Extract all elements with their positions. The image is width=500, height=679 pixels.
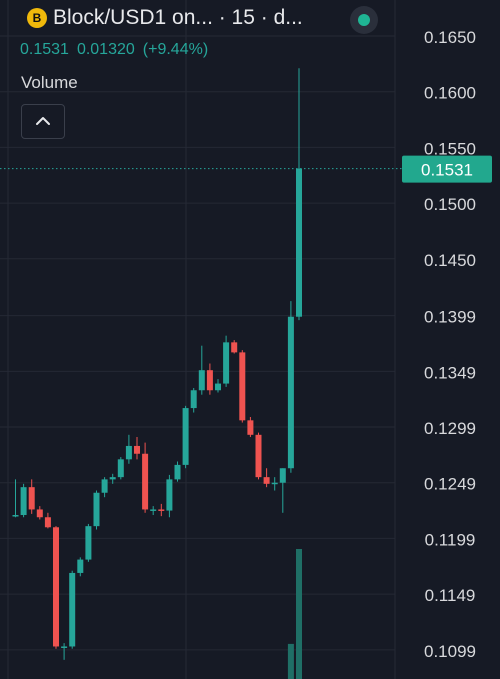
candle-body <box>117 459 124 478</box>
candle-body <box>239 352 246 421</box>
chevron-up-icon <box>36 117 50 125</box>
price-tick-label: 0.1249 <box>424 475 476 494</box>
candle-body <box>279 468 286 483</box>
candle-body <box>36 509 43 518</box>
volume-collapse-button[interactable] <box>21 104 65 139</box>
price-tick-label: 0.1650 <box>424 28 476 47</box>
candle-body <box>174 464 181 480</box>
last-price-tag <box>402 155 492 183</box>
candle-body <box>12 515 19 517</box>
candle-body <box>101 479 108 493</box>
candle-body <box>296 168 302 317</box>
candle-body <box>166 479 173 511</box>
price-tick-label: 0.1299 <box>424 419 476 438</box>
price-tick-label: 0.1399 <box>424 308 476 327</box>
candle-body <box>53 527 59 647</box>
candle-body <box>85 526 92 560</box>
candle-body <box>215 383 221 391</box>
volume-label: Volume <box>21 73 78 92</box>
candle-body <box>271 482 278 485</box>
candle-body <box>247 420 254 435</box>
chart-title[interactable]: Block/USD1 on... · 15 · d... <box>53 6 303 29</box>
price-tick-label: 0.1600 <box>424 84 476 103</box>
candle-body <box>61 646 68 648</box>
candle-body <box>69 572 76 647</box>
price-change-percent: (+9.44%) <box>142 41 209 58</box>
candle-body <box>190 390 197 409</box>
candle-body <box>198 370 205 391</box>
candle-body <box>255 434 262 478</box>
candle-body <box>287 316 294 469</box>
candle-body <box>150 509 157 511</box>
price-tick-label: 0.1199 <box>425 530 476 549</box>
token-logo-icon: B <box>27 8 47 28</box>
volume-bar <box>296 549 302 679</box>
market-status-indicator <box>350 6 378 34</box>
price-tick-label: 0.1099 <box>424 642 476 661</box>
candle-body <box>20 487 27 516</box>
candle-body <box>134 445 140 454</box>
price-tick-label: 0.1450 <box>424 251 476 270</box>
volume-bar <box>287 643 294 679</box>
status-dot-icon <box>358 14 370 26</box>
price-tick-label: 0.1149 <box>425 586 476 605</box>
candle-body <box>93 492 100 527</box>
price-tick-label: 0.1349 <box>424 363 476 382</box>
chart-header: B Block/USD1 on... · 15 · d... 0.1531 0.0… <box>0 0 395 70</box>
candle-body <box>223 342 230 384</box>
candle-body <box>125 445 132 460</box>
last-price-tag-label: 0.1531 <box>421 161 473 180</box>
candle-body <box>109 477 116 480</box>
candle-body <box>158 509 165 511</box>
candle-body <box>142 453 149 510</box>
candle-body <box>44 517 51 528</box>
candle-body <box>231 342 238 353</box>
price-tick-label: 0.1550 <box>424 139 476 158</box>
price-tick-label: 0.1500 <box>424 195 476 214</box>
last-price: 0.1531 <box>20 41 69 58</box>
candle-body <box>263 477 270 484</box>
candle-body <box>28 487 35 510</box>
candle-body <box>77 559 84 573</box>
candle-body <box>206 370 213 391</box>
price-quote: 0.1531 0.01320 (+9.44%) <box>20 41 216 59</box>
candle-body <box>182 408 189 465</box>
price-change: 0.01320 <box>76 41 135 58</box>
